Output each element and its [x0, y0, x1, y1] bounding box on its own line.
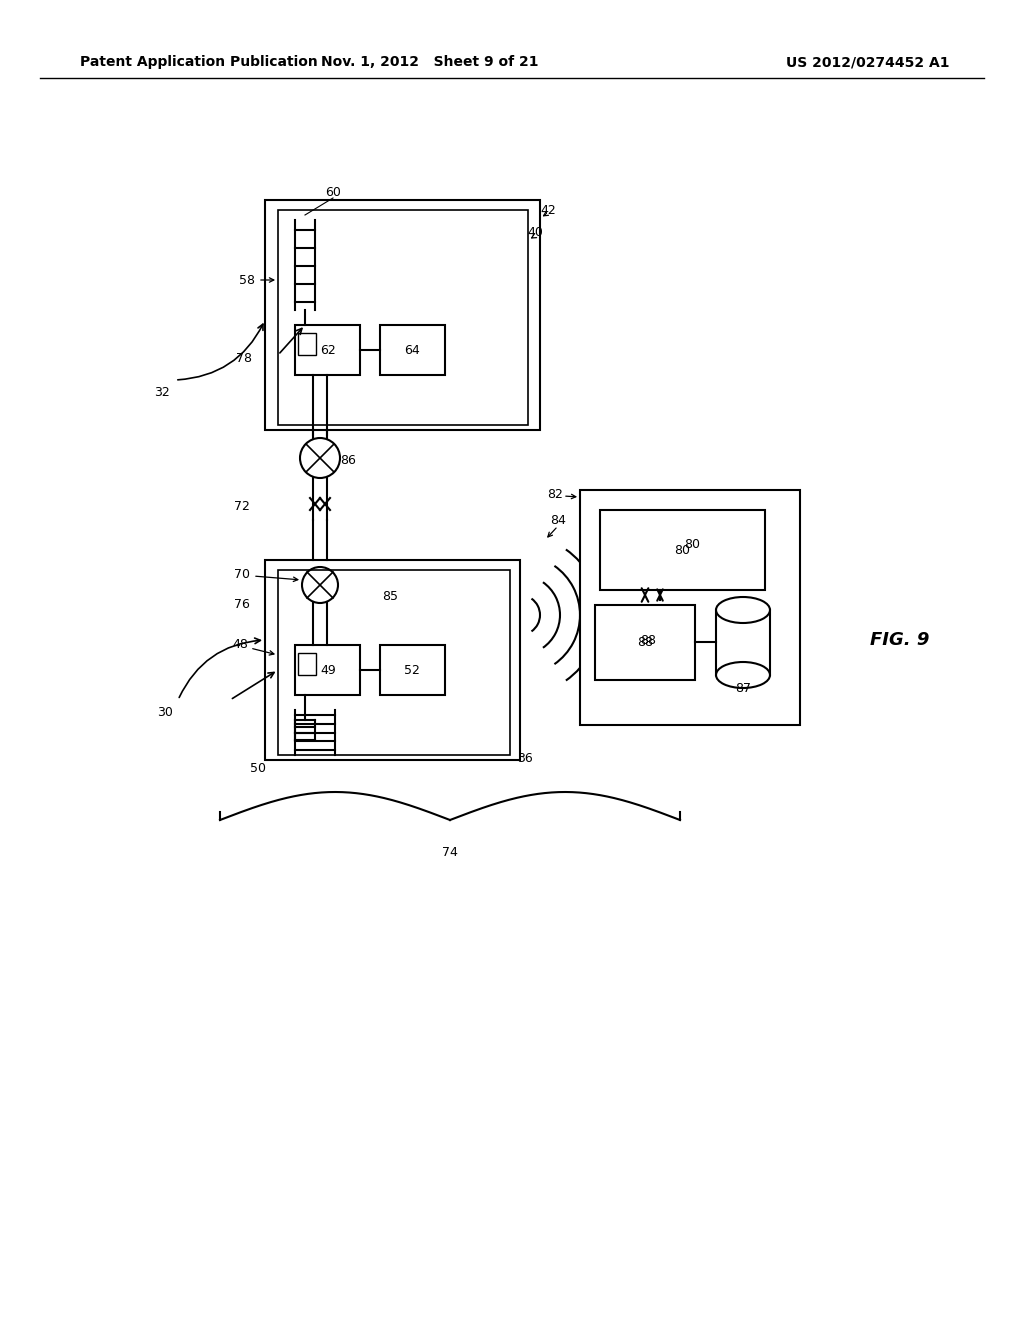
Text: 42: 42	[540, 203, 556, 216]
Text: 70: 70	[234, 569, 250, 582]
Text: US 2012/0274452 A1: US 2012/0274452 A1	[786, 55, 950, 69]
Bar	[580, 490, 800, 725]
Bar	[298, 653, 316, 675]
Bar	[278, 210, 528, 425]
Bar	[298, 333, 316, 355]
Text: 86: 86	[340, 454, 356, 466]
Text: FIG. 9: FIG. 9	[870, 631, 930, 649]
Bar	[380, 645, 445, 696]
Text: 58: 58	[239, 273, 255, 286]
Text: 64: 64	[404, 343, 420, 356]
Text: 78: 78	[236, 351, 252, 364]
Text: 72: 72	[234, 500, 250, 513]
Text: 80: 80	[674, 544, 690, 557]
Text: 76: 76	[234, 598, 250, 611]
Text: 85: 85	[382, 590, 398, 603]
Bar	[295, 325, 360, 375]
Bar	[600, 510, 765, 590]
Text: 30: 30	[157, 705, 173, 718]
Bar	[265, 201, 540, 430]
Text: 60: 60	[325, 186, 341, 198]
Text: 80: 80	[684, 539, 700, 552]
Text: 87: 87	[735, 681, 751, 694]
Bar	[265, 560, 520, 760]
Text: 52: 52	[404, 664, 420, 676]
Text: 36: 36	[517, 751, 532, 764]
Text: 49: 49	[321, 664, 336, 676]
Text: 48: 48	[232, 639, 248, 652]
Text: 50: 50	[250, 762, 266, 775]
Bar	[380, 325, 445, 375]
Text: 88: 88	[637, 635, 653, 648]
Text: 32: 32	[155, 385, 170, 399]
Text: Patent Application Publication: Patent Application Publication	[80, 55, 317, 69]
Text: 88: 88	[640, 634, 656, 647]
Text: 84: 84	[550, 513, 566, 527]
Text: 74: 74	[442, 846, 458, 858]
Bar	[595, 605, 695, 680]
Bar	[295, 645, 360, 696]
Text: 62: 62	[321, 343, 336, 356]
Text: 40: 40	[527, 227, 543, 239]
Text: 82: 82	[547, 488, 563, 502]
Bar	[278, 570, 510, 755]
Text: Nov. 1, 2012   Sheet 9 of 21: Nov. 1, 2012 Sheet 9 of 21	[322, 55, 539, 69]
